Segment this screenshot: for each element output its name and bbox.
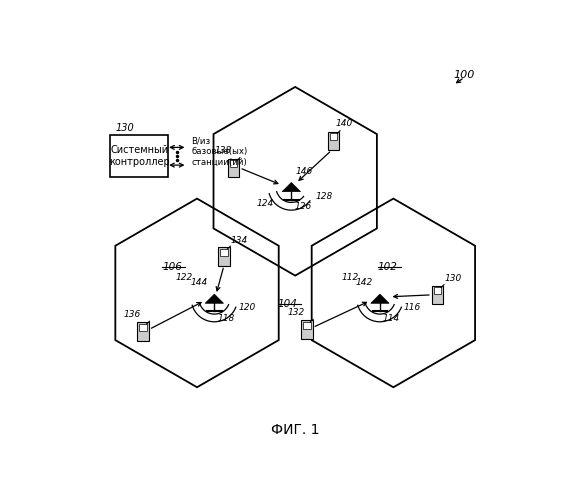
Polygon shape [282, 182, 301, 192]
Text: 132: 132 [287, 308, 305, 317]
Text: 134: 134 [231, 236, 248, 245]
Text: 118: 118 [217, 314, 234, 323]
Bar [303, 322, 310, 329]
Text: 120: 120 [238, 303, 256, 312]
Polygon shape [371, 294, 389, 304]
Text: 126: 126 [294, 202, 312, 211]
Bar [228, 158, 240, 177]
Text: 130: 130 [115, 123, 134, 133]
Text: 100: 100 [454, 70, 475, 81]
Bar [220, 248, 228, 256]
Text: 124: 124 [257, 198, 274, 207]
Text: 104: 104 [278, 300, 298, 310]
Text: ФИГ. 1: ФИГ. 1 [271, 422, 320, 436]
Text: 130: 130 [445, 274, 462, 283]
Text: 114: 114 [383, 314, 400, 323]
Text: 122: 122 [176, 273, 193, 282]
Bar [328, 132, 339, 150]
Text: 142: 142 [356, 278, 373, 287]
Text: 144: 144 [190, 278, 207, 287]
Bar [139, 324, 147, 331]
Bar [218, 247, 230, 266]
Text: 116: 116 [404, 303, 421, 312]
Text: 136: 136 [124, 310, 141, 319]
FancyBboxPatch shape [111, 135, 168, 178]
Bar [434, 287, 441, 294]
Bar [301, 320, 313, 338]
Bar [432, 286, 444, 304]
Text: 102: 102 [378, 262, 398, 272]
Text: 112: 112 [342, 273, 359, 282]
Text: 146: 146 [296, 166, 313, 175]
Text: 140: 140 [336, 119, 353, 128]
Text: 106: 106 [162, 262, 182, 272]
Text: 128: 128 [315, 192, 332, 200]
Text: 138: 138 [214, 146, 232, 155]
Text: В/из
базовые(ых)
станции(ий): В/из базовые(ых) станции(ий) [191, 136, 248, 166]
Bar [230, 160, 237, 168]
Polygon shape [205, 294, 223, 304]
Bar [137, 322, 149, 340]
Bar [330, 133, 338, 140]
Text: Системный
контроллер: Системный контроллер [109, 146, 170, 167]
